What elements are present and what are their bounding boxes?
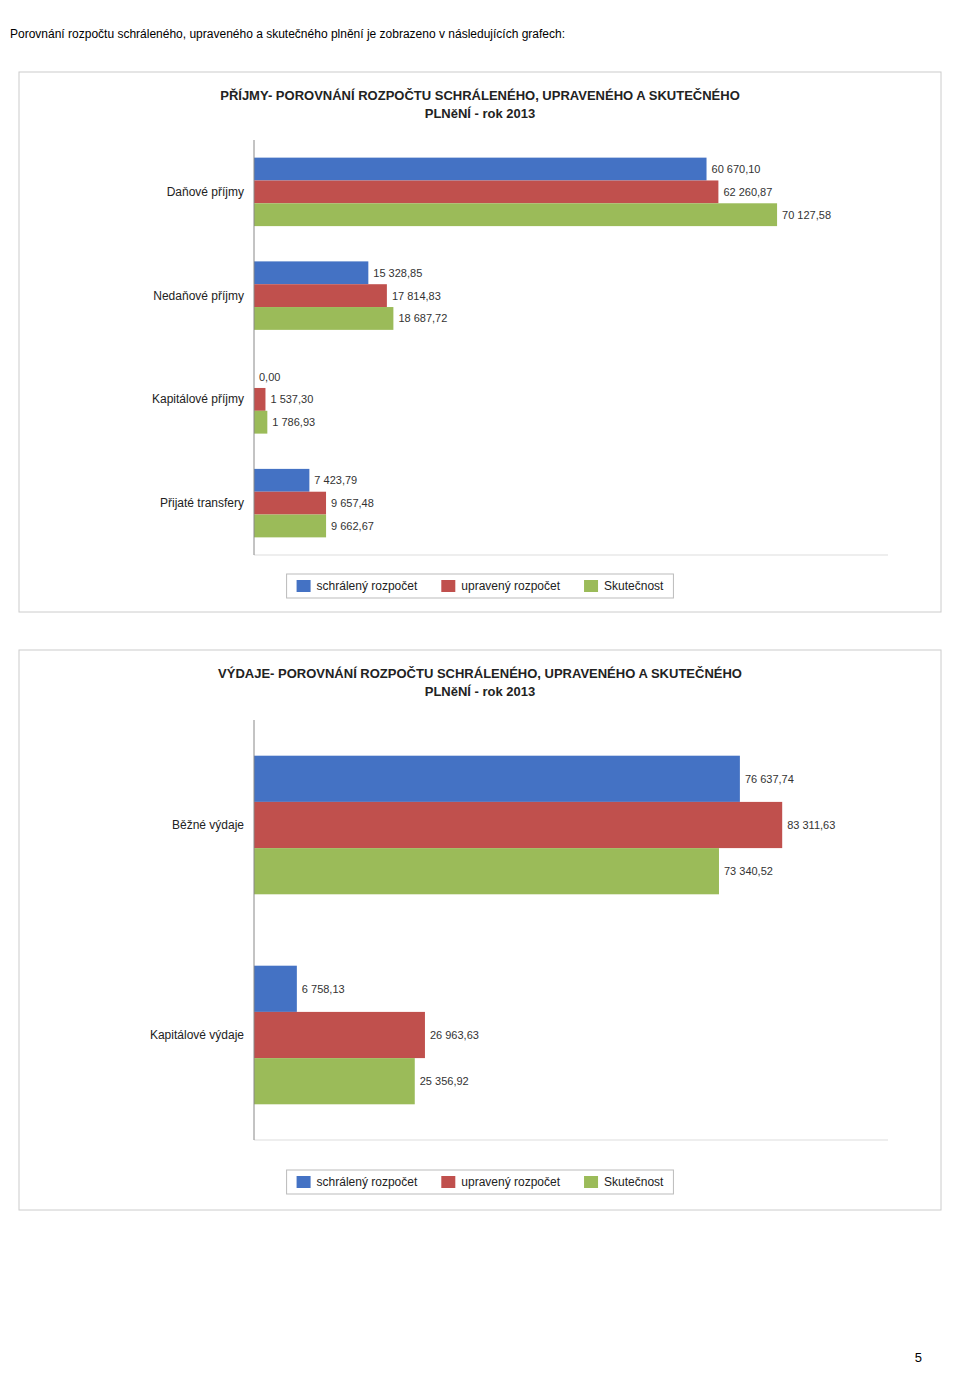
data-label: 9 657,48 [331, 497, 374, 509]
chart-subtitle: PLNěNÍ - rok 2013 [425, 684, 536, 699]
bar [254, 802, 782, 848]
bar [254, 284, 387, 307]
data-label: 60 670,10 [712, 163, 761, 175]
bar [254, 307, 393, 330]
data-label: 62 260,87 [723, 186, 772, 198]
data-labels: 60 670,10 15 328,85 0,00 7 423,79 62 260,87 1… [259, 163, 831, 532]
legend-item: upravený rozpočet [441, 1175, 560, 1189]
bar [254, 756, 740, 802]
bar [254, 1058, 415, 1104]
bars [254, 158, 777, 538]
legend-label: schrálený rozpočet [317, 1175, 418, 1189]
data-label: 26 963,63 [430, 1029, 479, 1041]
legend: schrálený rozpočet upravený rozpočet Skute… [287, 1170, 674, 1194]
bar [254, 515, 326, 538]
data-label: 73 340,52 [724, 865, 773, 877]
data-label: 6 758,13 [302, 983, 345, 995]
bar [254, 966, 297, 1012]
chart-title: PŘÍJMY- POROVNÁNÍ ROZPOČTU SCHRÁLENÉHO, … [220, 88, 740, 103]
category-label: Daňové příjmy [167, 185, 244, 199]
chart: VÝDAJE- POROVNÁNÍ ROZPOČTU SCHRÁLENÉHO, … [19, 650, 941, 1210]
bar [254, 261, 368, 284]
bar [254, 158, 707, 181]
category-label: Kapitálové příjmy [152, 392, 244, 406]
legend: schrálený rozpočet upravený rozpočet Skute… [287, 574, 674, 598]
data-labels: 76 637,74 6 758,13 83 311,63 26 963,63 73 34… [302, 773, 835, 1087]
data-label: 17 814,83 [392, 290, 441, 302]
bar [254, 848, 719, 894]
legend-swatch [297, 580, 311, 592]
data-label: 76 637,74 [745, 773, 794, 785]
data-label: 1 537,30 [270, 393, 313, 405]
data-label: 7 423,79 [314, 474, 357, 486]
category-axis-line [254, 720, 255, 1140]
data-label: 18 687,72 [398, 312, 447, 324]
data-label: 15 328,85 [373, 267, 422, 279]
value-axis-line [254, 555, 888, 556]
legend-swatch [297, 1176, 311, 1188]
category-label: Běžné výdaje [172, 818, 244, 832]
legend-frame [287, 1170, 674, 1194]
data-label: 0,00 [259, 371, 280, 383]
legend-label: upravený rozpočet [461, 1175, 560, 1189]
data-label: 25 356,92 [420, 1075, 469, 1087]
chart-frame [19, 650, 941, 1210]
legend-item: Skutečnost [584, 1175, 664, 1189]
bar [254, 492, 326, 515]
legend-label: schrálený rozpočet [317, 579, 418, 593]
value-axis-line [254, 1140, 888, 1141]
category-label: Kapitálové výdaje [150, 1028, 244, 1042]
legend-swatch [441, 580, 455, 592]
chart-title: VÝDAJE- POROVNÁNÍ ROZPOČTU SCHRÁLENÉHO, … [218, 666, 742, 681]
category-label: Nedaňové příjmy [153, 289, 244, 303]
category-label: Přijaté transfery [160, 496, 244, 510]
legend-item: schrálený rozpočet [297, 579, 418, 593]
legend-item: upravený rozpočet [441, 579, 560, 593]
legend-item: schrálený rozpočet [297, 1175, 418, 1189]
chart-frame [19, 72, 941, 612]
data-label: 83 311,63 [787, 819, 835, 831]
page-number: 5 [915, 1350, 922, 1365]
chart-subtitle: PLNěNÍ - rok 2013 [425, 106, 536, 121]
bar [254, 388, 265, 411]
legend-frame [287, 574, 674, 598]
bar [254, 469, 309, 492]
legend-label: upravený rozpočet [461, 579, 560, 593]
legend-swatch [584, 1176, 598, 1188]
bar [254, 411, 267, 434]
chart: PŘÍJMY- POROVNÁNÍ ROZPOČTU SCHRÁLENÉHO, … [19, 72, 941, 612]
bar [254, 1012, 425, 1058]
data-label: 70 127,58 [782, 209, 831, 221]
bar [254, 203, 777, 226]
category-axis-line [254, 140, 255, 555]
legend-item: Skutečnost [584, 579, 664, 593]
page: Porovnání rozpočtu schráleného, upravené… [0, 0, 960, 1388]
data-label: 9 662,67 [331, 520, 374, 532]
bars [254, 756, 782, 1105]
legend-label: Skutečnost [604, 579, 664, 593]
legend-label: Skutečnost [604, 1175, 664, 1189]
legend-swatch [584, 580, 598, 592]
legend-swatch [441, 1176, 455, 1188]
data-label: 1 786,93 [272, 416, 315, 428]
page-title: Porovnání rozpočtu schráleného, upravené… [10, 27, 565, 41]
bar [254, 180, 718, 203]
